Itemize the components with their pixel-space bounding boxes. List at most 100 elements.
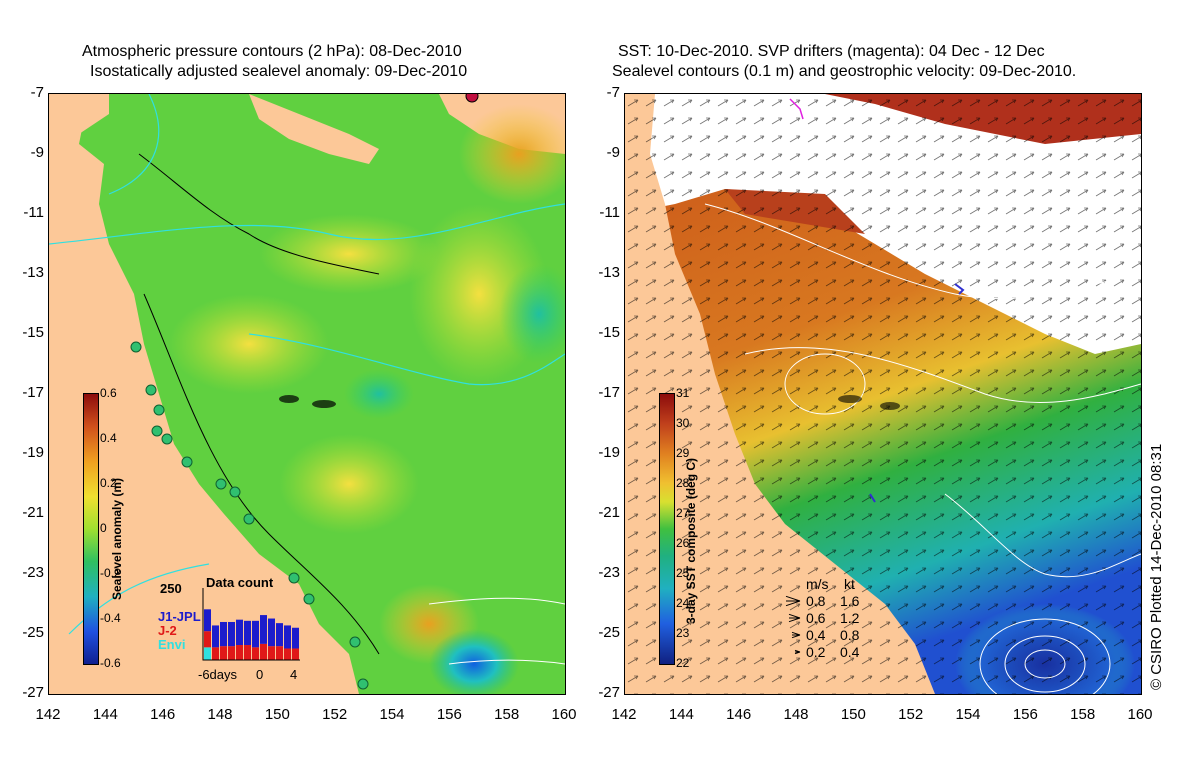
pressure-contour [68, 563, 210, 635]
data-count-ymax: 250 [160, 581, 182, 596]
sst-colorbar-tick: 27 [676, 506, 690, 520]
data-count-bar [276, 623, 283, 647]
sealevel-colorbar [83, 393, 99, 665]
data-count-bar [292, 627, 299, 649]
island [312, 400, 336, 408]
data-count-xlabel-end: 4 [290, 667, 298, 682]
right-lat-tick-label: -15 [598, 324, 620, 341]
bathymetry-contour [143, 293, 380, 655]
sealevel-anomaly-map[interactable] [48, 93, 566, 695]
anomaly-blob [259, 214, 439, 294]
australia-landmass [49, 94, 359, 694]
data-count-title: Data count [206, 575, 274, 590]
anomaly-blob [279, 434, 419, 534]
data-count-bar [252, 647, 259, 660]
sst-colorbar-tick: 22 [676, 656, 690, 670]
data-count-inset: Data count 250 J1-JPL J-2 Envi -6days 0 … [150, 576, 300, 682]
sealevel-colorbar-label: Sealevel anomaly (m) [110, 477, 124, 600]
right-lon-tick-label: 144 [668, 706, 694, 723]
data-count-bar [220, 621, 227, 647]
velocity-legend-kt: 0.4 [840, 644, 860, 660]
sst-colorbar-tick: 24 [676, 596, 690, 610]
legend-j2: J-2 [158, 623, 177, 638]
legend-envi: Envi [158, 637, 186, 652]
velocity-legend-kt: 0.8 [840, 627, 860, 643]
data-count-bar [268, 646, 275, 660]
sealevel-contour [744, 347, 1141, 404]
left-lon-tick-label: 158 [494, 706, 520, 723]
left-lon-tick-label: 148 [207, 706, 233, 723]
island [880, 402, 900, 410]
legend-j1-jpl: J1-JPL [158, 609, 201, 624]
left-lat-tick-label: -17 [22, 384, 44, 401]
sst-map[interactable] [624, 93, 1142, 695]
island [838, 395, 862, 403]
left-lat-tick-label: -21 [22, 504, 44, 521]
data-count-xlabel-start: -6days [198, 667, 238, 682]
sst-colorbar-tick: 30 [676, 416, 690, 430]
anomaly-blob [459, 104, 565, 204]
data-count-bar [204, 647, 211, 660]
bathymetry-contour [138, 153, 380, 275]
pressure-contour [248, 333, 565, 386]
velocity-legend-kt-header: kt [844, 576, 855, 592]
right-lon-tick-label: 146 [726, 706, 752, 723]
sealevel-contour [944, 493, 1141, 578]
velocity-arrow-icon [794, 649, 801, 655]
sst-colorbar [659, 393, 675, 665]
sealevel-colorbar-tick: -0.6 [100, 656, 121, 670]
velocity-arrow-icon [785, 595, 801, 607]
left-lon-tick-label: 154 [379, 706, 405, 723]
right-lon-tick-label: 156 [1012, 706, 1038, 723]
right-lon-tick-label: 148 [783, 706, 809, 723]
right-lon-tick-label: 142 [611, 706, 637, 723]
data-count-bar [268, 618, 275, 647]
right-lat-tick-label: -17 [598, 384, 620, 401]
data-count-bar [228, 646, 235, 660]
velocity-legend-kt: 1.6 [840, 593, 860, 609]
left-title-line1: Atmospheric pressure contours (2 hPa): 0… [82, 43, 462, 60]
right-lon-tick-label: 150 [840, 706, 866, 723]
pressure-contour [49, 203, 565, 245]
velocity-legend: m/s kt 0.8 1.6 0.6 1.2 0.4 0.8 0.2 0.4 [780, 574, 880, 664]
velocity-arrow-icon [791, 631, 801, 639]
data-count-axis [202, 588, 300, 661]
left-title-line2: Isostatically adjusted sealevel anomaly:… [90, 63, 468, 80]
sealevel-anomaly-svg [49, 94, 565, 694]
data-count-bar [204, 609, 211, 632]
tide-gauge-markers [130, 341, 369, 690]
data-count-bar [204, 631, 211, 648]
data-count-bar [244, 620, 251, 646]
anomaly-blob [499, 264, 565, 364]
copyright-notice: © CSIRO Plotted 14-Dec-2010 08:31 [1148, 443, 1165, 690]
left-lon-tick-label: 152 [322, 706, 348, 723]
right-lat-tick-label: -25 [598, 624, 620, 641]
right-lat-tick-label: -11 [599, 204, 620, 221]
svp-drifter-track [954, 283, 965, 295]
sst-colorbar-tick: 26 [676, 536, 690, 550]
sealevel-contour [1004, 635, 1086, 693]
velocity-legend-ms: 0.8 [806, 593, 826, 609]
sst-colorbar-tick: 25 [676, 566, 690, 580]
left-lon-tick-label: 150 [264, 706, 290, 723]
right-lat-tick-label: -9 [606, 144, 620, 161]
right-lon-tick-label: 158 [1070, 706, 1096, 723]
data-count-bar [252, 620, 259, 648]
data-count-bar [236, 619, 243, 646]
data-count-xlabel-zero: 0 [256, 667, 264, 682]
tide-gauge-marker-top [465, 94, 479, 103]
velocity-legend-kt: 1.2 [840, 610, 860, 626]
sealevel-colorbar-tick: 0 [100, 521, 107, 535]
right-lat-tick-label: -7 [606, 84, 620, 101]
left-lat-tick-label: -23 [22, 564, 44, 581]
left-lat-tick-label: -15 [22, 324, 44, 341]
white-contour [448, 659, 565, 665]
right-lat-tick-label: -21 [598, 504, 620, 521]
data-count-bar [244, 645, 251, 660]
sealevel-contour [1024, 649, 1066, 679]
data-count-bar [292, 648, 299, 660]
sealevel-colorbar-tick: 0.6 [100, 386, 117, 400]
right-title-line2: Sealevel contours (0.1 m) and geostrophi… [612, 63, 1077, 80]
right-lon-tick-label: 152 [898, 706, 924, 723]
velocity-legend-ms: 0.4 [806, 627, 826, 643]
